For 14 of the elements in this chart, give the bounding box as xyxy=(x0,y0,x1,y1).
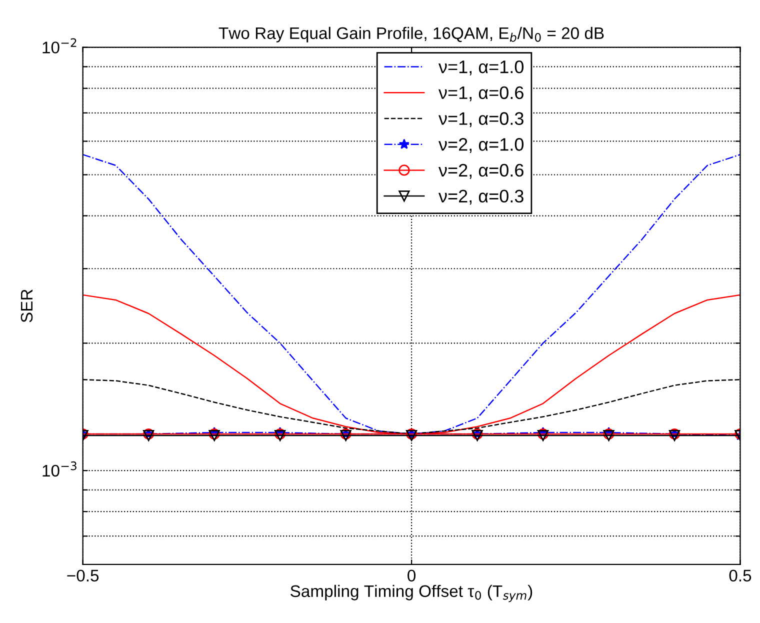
x-tick-label: 0.5 xyxy=(729,570,752,582)
legend-label: ν=2, α=0.6 xyxy=(438,164,524,179)
x-tick-label: 0 xyxy=(408,570,416,582)
legend-label: ν=1, α=1.0 xyxy=(438,60,524,76)
legend-label: ν=1, α=0.3 xyxy=(438,112,524,128)
y-tick-label: 10$^{−2}$ xyxy=(42,38,76,54)
x-axis-title: Sampling Timing Offset τ$_{0}$ (T$_{sym}$) xyxy=(290,584,532,602)
legend-label: ν=1, α=0.6 xyxy=(438,86,524,102)
x-tick-label: −0.5 xyxy=(67,570,99,582)
legend-label: ν=2, α=0.3 xyxy=(438,190,524,205)
chart-title: Two Ray Equal Gain Profile, 16QAM, E$_{b}$/N$_{0}$ = 20 dB xyxy=(218,26,604,42)
y-tick-label: 10$^{−3}$ xyxy=(42,461,76,477)
y-axis-title: SER xyxy=(20,290,33,322)
legend-label: ν=2, α=1.0 xyxy=(438,138,524,153)
